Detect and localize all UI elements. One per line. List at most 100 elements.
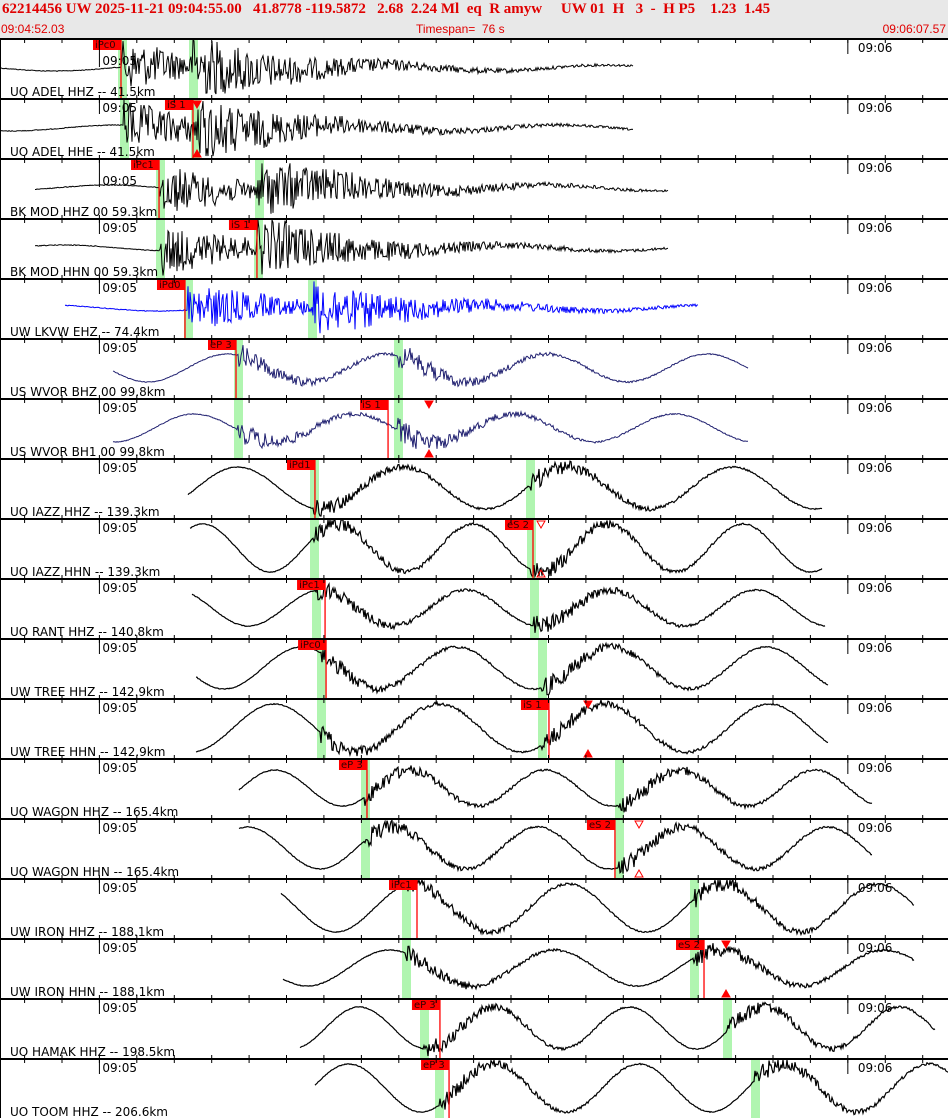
time-ticks (24, 755, 924, 763)
pick-flag[interactable] (92, 39, 121, 50)
pick-label: eP 3 (341, 760, 363, 771)
time-ticks (24, 455, 924, 463)
trace-label[interactable]: BK MOD HHZ 00 59.3km (10, 205, 157, 219)
predicted-p-arrival (118, 38, 127, 98)
pick-label: iS 1 (523, 700, 542, 711)
minute-label: 09:05 (102, 521, 137, 535)
time-ticks (24, 575, 924, 583)
waveform-trace (282, 943, 915, 991)
seismogram-panel[interactable]: iPc0 09:05 09:06 UO ADEL HHZ -- 41.5km iS 1 0… (0, 38, 948, 1118)
time-ticks (24, 695, 924, 703)
predicted-s-arrival (254, 218, 263, 278)
minute-label: 09:05 (102, 821, 137, 835)
time-ticks (24, 335, 924, 343)
pick-flag[interactable] (131, 159, 160, 170)
waveform-trace (34, 219, 669, 276)
pick-label: eS 2 (589, 820, 611, 831)
minute-label: 09:05 (102, 341, 137, 355)
trace-label[interactable]: UO WAGON HHN -- 165.4km (10, 865, 179, 879)
trace-label[interactable]: UO ADEL HHZ -- 41.5km (10, 85, 156, 99)
trace-label[interactable]: UW LKVW EHZ -- 74.4km (10, 325, 159, 339)
event-summary: 62214456 UW 2025-11-21 09:04:55.00 41.87… (2, 1, 771, 17)
pick-flag[interactable] (297, 579, 326, 590)
s-marker-top-icon (634, 820, 644, 830)
trace-label[interactable]: UW IRON HHN -- 188.1km (10, 985, 165, 999)
predicted-s-arrival (394, 398, 403, 458)
time-ticks (24, 515, 924, 523)
trace-label[interactable]: UO WAGON HHZ -- 165.4km (10, 805, 178, 819)
time-ticks (24, 275, 924, 283)
trace-label[interactable]: UO ADEL HHE -- 41.5km (10, 145, 155, 159)
waveform-trace (191, 582, 826, 633)
pick-flag[interactable] (586, 819, 615, 830)
pick-label: iS 1 (167, 100, 186, 111)
minute-label: 09:06 (858, 221, 893, 235)
pick-label: iPd1 (289, 460, 311, 471)
pick-flag[interactable] (208, 339, 237, 350)
pick-label: iS 1 (362, 400, 381, 411)
pick-flag[interactable] (298, 639, 327, 650)
pick-flag[interactable] (411, 999, 440, 1010)
minute-label: 09:05 (102, 581, 137, 595)
waveform-trace (0, 99, 634, 157)
waveform-trace (35, 163, 669, 214)
pick-flag[interactable] (421, 1059, 450, 1070)
predicted-s-arrival (615, 758, 624, 818)
trace-label[interactable]: UO HAMAK HHZ -- 198.5km (10, 1045, 175, 1059)
pick-label: eS 2 (678, 940, 700, 951)
trace-label[interactable]: US WVOR BHZ 00 99.8km (10, 385, 165, 399)
predicted-s-arrival (527, 518, 536, 578)
minute-label: 09:06 (858, 821, 893, 835)
minute-label: 09:05 (102, 641, 137, 655)
pick-flag[interactable] (520, 699, 549, 710)
waveform-trace (314, 1059, 948, 1116)
pick-flag[interactable] (164, 99, 193, 110)
timespan-label: Timespan= 76 s (416, 22, 505, 36)
waveform-trace (299, 1001, 936, 1057)
trace-label[interactable]: US WVOR BH1 00 99.8km (10, 445, 165, 459)
trace-label[interactable]: UW TREE HHZ -- 142.9km (10, 685, 165, 699)
pick-label: eS 2 (507, 520, 529, 531)
pick-flag[interactable] (286, 459, 315, 470)
pick-flag[interactable] (156, 279, 185, 290)
predicted-s-arrival (394, 338, 403, 398)
minute-label: 09:05 (102, 701, 137, 715)
pick-flag[interactable] (388, 879, 417, 890)
time-ticks (24, 95, 924, 103)
pick-label: iPc1 (391, 880, 412, 891)
pick-label: eP 3 (414, 1000, 436, 1011)
waveform-trace (187, 460, 823, 517)
predicted-p-arrival (420, 998, 429, 1058)
trace-label[interactable]: UW IRON HHZ -- 188.1km (10, 925, 164, 939)
trace-label[interactable]: UW TREE HHN -- 142.9km (10, 745, 165, 759)
pick-label: iPc1 (133, 160, 154, 171)
s-marker-bottom-icon (192, 148, 202, 158)
s-marker-top-icon (721, 940, 731, 950)
pick-flag[interactable] (228, 219, 257, 230)
minute-label: 09:05 (102, 461, 137, 475)
pick-label: iPc0 (300, 640, 321, 651)
pick-flag[interactable] (360, 399, 389, 410)
trace-label[interactable]: BK MOD HHN 00 59.3km (10, 265, 158, 279)
pick-label: iPd0 (159, 280, 181, 291)
trace-label[interactable]: UO TOOM HHZ -- 206.6km (10, 1105, 168, 1118)
predicted-s-arrival (615, 818, 624, 878)
minute-label: 09:05 (102, 101, 137, 115)
predicted-p-arrival (361, 758, 370, 818)
trace-label[interactable]: UO IAZZ HHZ -- 139.3km (10, 505, 160, 519)
pick-flag[interactable] (676, 939, 705, 950)
time-ticks (24, 395, 924, 403)
waveform-trace (280, 877, 915, 937)
trace-label[interactable]: UO RANT HHZ -- 140.8km (10, 625, 164, 639)
waveform-trace (189, 518, 823, 579)
minute-label: 09:05 (102, 1001, 137, 1015)
trace-label[interactable]: UO IAZZ HHN -- 139.3km (10, 565, 160, 579)
s-marker-bottom-icon (536, 568, 546, 578)
time-ticks (24, 215, 924, 223)
time-ticks (24, 995, 924, 1003)
pick-flag[interactable] (338, 759, 367, 770)
pick-flag[interactable] (505, 519, 534, 530)
minute-label: 09:06 (858, 281, 893, 295)
minute-label: 09:06 (858, 1001, 893, 1015)
pick-label: eP 3 (423, 1060, 445, 1071)
